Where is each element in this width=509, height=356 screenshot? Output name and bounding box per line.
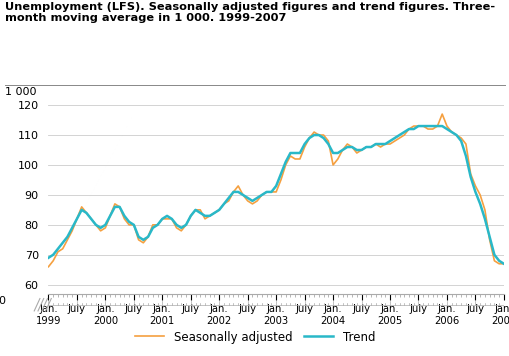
Line: Seasonally adjusted: Seasonally adjusted <box>48 114 503 267</box>
Trend <box>164 214 170 218</box>
Seasonally adjusted <box>500 262 506 266</box>
Trend <box>500 262 506 266</box>
Seasonally adjusted <box>78 205 84 209</box>
Trend <box>60 241 66 245</box>
Legend: Seasonally adjusted, Trend: Seasonally adjusted, Trend <box>130 326 379 348</box>
Seasonally adjusted <box>273 190 279 194</box>
Trend <box>273 184 279 188</box>
Line: Trend: Trend <box>48 126 503 264</box>
Trend <box>415 124 421 128</box>
Text: 0: 0 <box>0 297 5 307</box>
Seasonally adjusted <box>164 217 170 221</box>
Seasonally adjusted <box>60 247 66 251</box>
Text: 1 000: 1 000 <box>5 87 37 97</box>
Trend <box>78 208 84 212</box>
Trend <box>395 133 402 137</box>
Seasonally adjusted <box>306 136 312 140</box>
Trend <box>306 136 312 140</box>
Seasonally adjusted <box>45 265 51 269</box>
Text: Unemployment (LFS). Seasonally adjusted figures and trend figures. Three-
month : Unemployment (LFS). Seasonally adjusted … <box>5 2 494 23</box>
Trend <box>45 256 51 260</box>
Seasonally adjusted <box>438 112 444 116</box>
Seasonally adjusted <box>395 136 402 140</box>
